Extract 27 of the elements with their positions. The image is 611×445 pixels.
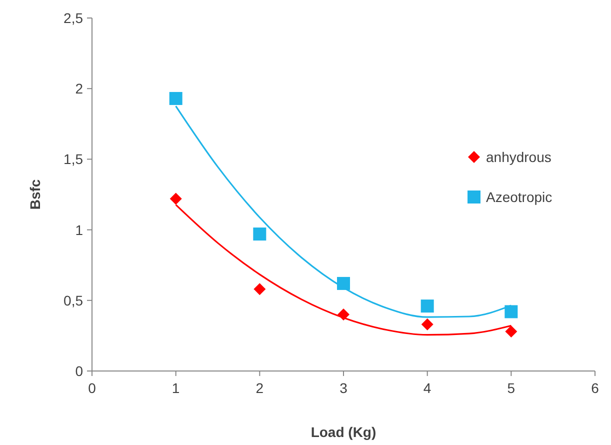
y-tick-label: 2,5 — [64, 10, 84, 26]
point — [338, 308, 350, 321]
y-tick-label: 0 — [75, 363, 84, 379]
x-tick-label: 5 — [507, 380, 516, 396]
y-axis-title: Bsfc — [27, 179, 43, 210]
x-tick-label: 2 — [256, 380, 264, 396]
point — [504, 305, 518, 318]
point — [254, 283, 266, 296]
point — [253, 228, 266, 241]
legend-label: anhydrous — [486, 149, 552, 165]
x-tick-label: 0 — [88, 380, 96, 396]
legend-label: Azeotropic — [486, 189, 552, 205]
x-tick-label: 4 — [423, 380, 432, 396]
x-tick-label: 3 — [340, 380, 348, 396]
y-tick-label: 1 — [75, 222, 84, 238]
x-axis-title: Load (Kg) — [310, 424, 376, 440]
x-tick-label: 6 — [591, 380, 600, 396]
y-tick-label: 2 — [75, 80, 84, 97]
point — [170, 192, 182, 205]
point — [420, 300, 434, 313]
x-tick-label: 1 — [172, 380, 180, 396]
point — [337, 276, 350, 290]
point — [505, 325, 518, 338]
point — [169, 92, 182, 105]
point — [421, 318, 434, 330]
y-tick-label: 0,5 — [64, 292, 84, 308]
y-tick-label: 1,5 — [64, 151, 84, 168]
